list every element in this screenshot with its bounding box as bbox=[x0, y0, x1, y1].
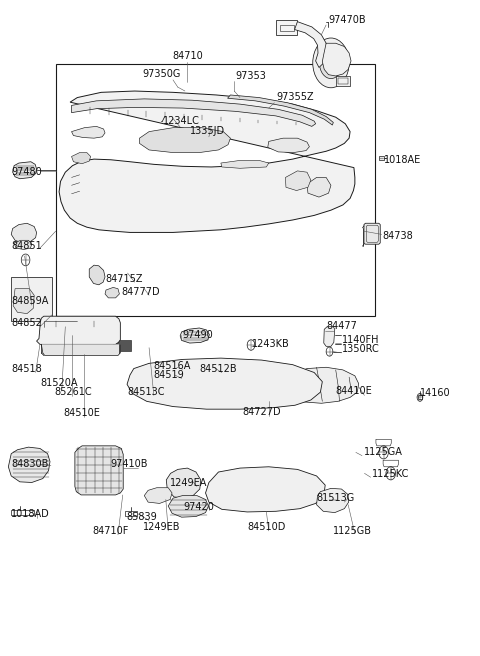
Polygon shape bbox=[336, 76, 350, 86]
Text: 84710: 84710 bbox=[172, 51, 203, 61]
Polygon shape bbox=[286, 171, 311, 190]
Text: 97353: 97353 bbox=[235, 71, 266, 81]
Text: 1249EB: 1249EB bbox=[144, 522, 181, 532]
Text: 97355Z: 97355Z bbox=[276, 92, 313, 102]
Text: 97420: 97420 bbox=[183, 502, 215, 512]
Polygon shape bbox=[89, 265, 105, 285]
Polygon shape bbox=[268, 138, 310, 153]
Bar bbox=[56, 64, 375, 316]
Text: 84477: 84477 bbox=[326, 321, 357, 331]
Text: 97470B: 97470B bbox=[328, 15, 366, 25]
Text: 1249EA: 1249EA bbox=[169, 478, 207, 487]
Polygon shape bbox=[144, 487, 172, 503]
Text: 84777D: 84777D bbox=[121, 287, 160, 297]
Polygon shape bbox=[307, 177, 331, 197]
Text: 84512B: 84512B bbox=[199, 364, 237, 374]
Text: 84519: 84519 bbox=[153, 371, 184, 380]
Polygon shape bbox=[196, 363, 209, 372]
Polygon shape bbox=[168, 495, 208, 517]
Polygon shape bbox=[205, 467, 325, 512]
Polygon shape bbox=[11, 223, 36, 243]
Polygon shape bbox=[317, 488, 348, 512]
Text: 84727D: 84727D bbox=[242, 407, 281, 417]
Polygon shape bbox=[13, 289, 34, 314]
Text: 84715Z: 84715Z bbox=[105, 274, 143, 284]
Text: 84510E: 84510E bbox=[63, 408, 100, 419]
Circle shape bbox=[180, 480, 186, 487]
Polygon shape bbox=[228, 95, 333, 125]
Polygon shape bbox=[287, 367, 359, 403]
Bar bbox=[54, 321, 95, 335]
Polygon shape bbox=[72, 127, 105, 138]
Text: 1125GB: 1125GB bbox=[333, 525, 372, 535]
Text: 84852: 84852 bbox=[11, 318, 42, 328]
Text: 1125KC: 1125KC bbox=[372, 468, 409, 479]
Polygon shape bbox=[127, 358, 323, 409]
Circle shape bbox=[320, 47, 342, 79]
Text: 84513C: 84513C bbox=[128, 387, 165, 397]
Bar bbox=[11, 277, 52, 321]
Text: 14160: 14160 bbox=[420, 388, 451, 398]
Text: 97350G: 97350G bbox=[142, 70, 180, 79]
Bar bbox=[113, 340, 132, 351]
Text: 85261C: 85261C bbox=[54, 388, 92, 398]
Text: 1335JD: 1335JD bbox=[190, 126, 225, 136]
Text: 81513G: 81513G bbox=[317, 493, 355, 503]
Text: 84859A: 84859A bbox=[11, 297, 48, 306]
Text: 1350RC: 1350RC bbox=[342, 344, 380, 354]
Text: 84710F: 84710F bbox=[93, 526, 129, 536]
Text: 84410E: 84410E bbox=[336, 386, 372, 396]
Text: 84738: 84738 bbox=[383, 232, 413, 241]
Polygon shape bbox=[59, 91, 355, 232]
Text: 97410B: 97410B bbox=[111, 459, 148, 470]
Text: 1018AE: 1018AE bbox=[384, 155, 421, 165]
Text: 1018AD: 1018AD bbox=[11, 509, 50, 519]
Polygon shape bbox=[41, 344, 120, 356]
Text: 84518: 84518 bbox=[11, 364, 42, 374]
Circle shape bbox=[326, 56, 336, 70]
Text: 84516A: 84516A bbox=[153, 361, 190, 371]
Polygon shape bbox=[72, 99, 316, 127]
Polygon shape bbox=[364, 223, 380, 244]
Polygon shape bbox=[276, 20, 298, 35]
Polygon shape bbox=[14, 240, 32, 249]
Polygon shape bbox=[180, 328, 209, 343]
Circle shape bbox=[176, 474, 191, 493]
Text: 97480: 97480 bbox=[11, 167, 42, 177]
Text: 1140FH: 1140FH bbox=[342, 335, 380, 345]
Polygon shape bbox=[323, 43, 351, 76]
Polygon shape bbox=[324, 327, 335, 346]
Text: 1234LC: 1234LC bbox=[163, 116, 200, 127]
Text: 1125GA: 1125GA bbox=[363, 447, 402, 457]
Polygon shape bbox=[75, 446, 123, 495]
Polygon shape bbox=[379, 157, 384, 160]
Circle shape bbox=[313, 38, 349, 88]
Text: 1243KB: 1243KB bbox=[252, 339, 290, 349]
Polygon shape bbox=[105, 287, 120, 298]
Polygon shape bbox=[166, 468, 201, 498]
Text: 81520A: 81520A bbox=[40, 379, 78, 388]
Polygon shape bbox=[36, 316, 120, 344]
Text: 84830B: 84830B bbox=[11, 459, 48, 470]
Polygon shape bbox=[295, 22, 327, 68]
Text: 97490: 97490 bbox=[182, 331, 213, 340]
Text: 84851: 84851 bbox=[11, 241, 42, 251]
Polygon shape bbox=[12, 162, 36, 178]
Text: 84510D: 84510D bbox=[248, 522, 286, 532]
Polygon shape bbox=[72, 153, 91, 164]
Polygon shape bbox=[8, 447, 50, 483]
Polygon shape bbox=[140, 128, 230, 153]
Polygon shape bbox=[221, 161, 269, 169]
Text: 85839: 85839 bbox=[126, 512, 157, 522]
